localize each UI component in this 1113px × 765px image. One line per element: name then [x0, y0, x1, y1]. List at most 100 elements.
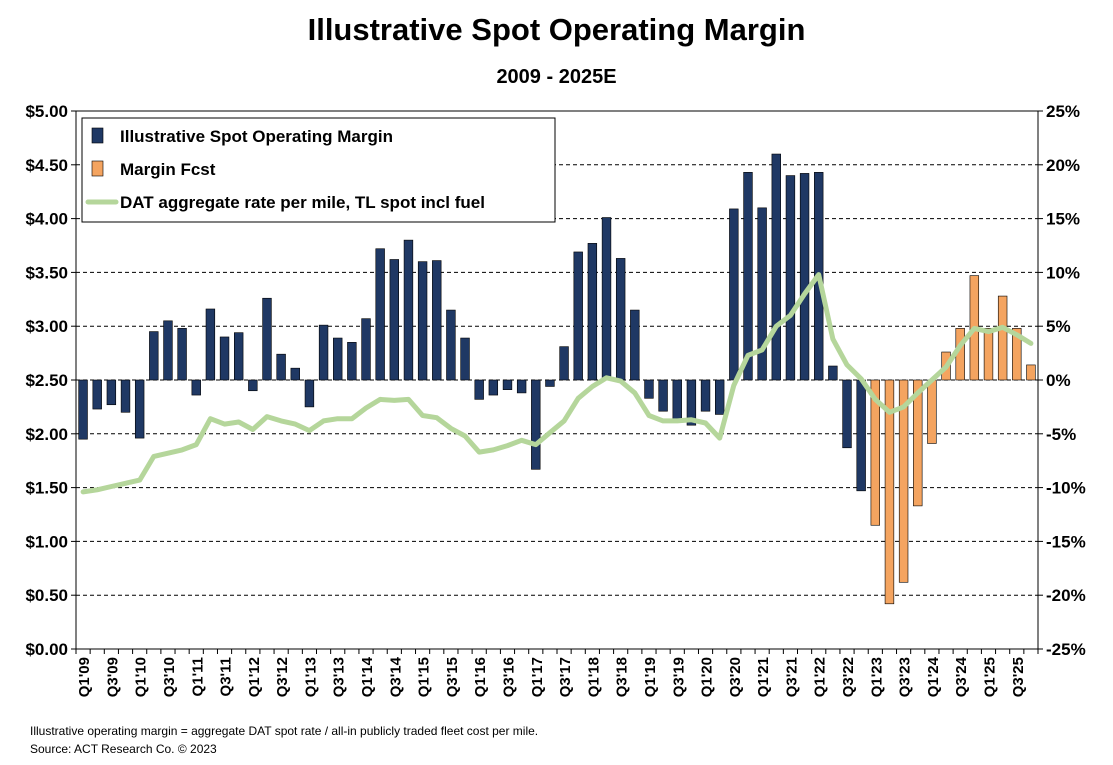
left-axis-label: $4.00: [25, 210, 68, 229]
margin-bar: [191, 379, 201, 396]
x-axis-label: Q3'22: [840, 657, 857, 697]
right-axis-label: -20%: [1046, 586, 1086, 605]
forecast-bar: [983, 328, 994, 381]
margin-bar: [134, 379, 145, 439]
margin-bar: [828, 365, 838, 381]
margin-bar: [488, 379, 499, 396]
margin-bar: [276, 353, 286, 381]
chart-title: Illustrative Spot Operating Margin: [307, 12, 806, 47]
margin-bar: [389, 259, 399, 381]
left-axis-label: $2.00: [25, 425, 68, 444]
legend-label-dat: DAT aggregate rate per mile, TL spot inc…: [120, 193, 485, 212]
left-axis-label: $0.00: [25, 640, 68, 659]
x-axis-label: Q3'25: [1010, 657, 1027, 697]
forecast-bar: [870, 379, 880, 526]
margin-bar: [234, 332, 244, 381]
x-axis-label: Q3'09: [104, 657, 121, 697]
margin-bar: [615, 258, 626, 381]
left-axis-label: $0.50: [25, 586, 68, 605]
left-axis-label: $2.50: [25, 371, 68, 390]
margin-bar: [403, 239, 414, 381]
x-axis-label: Q1'15: [416, 657, 433, 697]
margin-bar: [304, 379, 315, 408]
margin-bar: [149, 331, 159, 381]
margin-bar: [318, 324, 329, 381]
x-axis-label: Q1'17: [529, 657, 546, 697]
x-axis-label: Q1'22: [812, 657, 829, 697]
forecast-bar: [1026, 364, 1036, 381]
forecast-bar: [1012, 328, 1022, 381]
x-axis-label: Q1'20: [699, 657, 716, 697]
x-axis-label: Q1'21: [755, 657, 772, 697]
margin-bar: [163, 320, 173, 381]
right-axis-label: 0%: [1046, 371, 1071, 390]
margin-bar: [559, 346, 569, 381]
margin-bar: [375, 248, 385, 381]
margin-bar: [361, 318, 371, 381]
right-axis-label: 25%: [1046, 102, 1080, 121]
margin-bar: [729, 208, 739, 381]
x-axis-label: Q1'16: [472, 657, 489, 697]
margin-bar: [601, 217, 612, 381]
margin-bar: [686, 379, 697, 426]
x-axis-label: Q3'11: [218, 657, 235, 696]
right-axis-label: -5%: [1046, 425, 1076, 444]
x-axis-label: Q1'10: [133, 657, 150, 697]
bars-layer: [78, 153, 1036, 605]
forecast-bar: [927, 379, 937, 444]
right-axis-label: 15%: [1046, 210, 1080, 229]
margin-bar: [460, 337, 470, 381]
margin-bar: [715, 379, 725, 415]
margin-bar: [177, 328, 187, 381]
forecast-bar: [898, 379, 909, 583]
margin-bar: [120, 379, 131, 413]
chart-subtitle: 2009 - 2025E: [496, 66, 617, 88]
x-axis-label: Q3'17: [557, 657, 574, 697]
x-axis-label: Q1'09: [76, 657, 93, 697]
margin-bar: [630, 309, 640, 381]
legend-swatch-forecast: [91, 160, 104, 177]
x-axis-label: Q1'13: [302, 657, 319, 697]
x-axis-label: Q3'10: [161, 657, 178, 697]
margin-bar: [856, 379, 866, 492]
margin-bar: [219, 336, 230, 381]
margin-bar: [587, 243, 598, 381]
x-axis-label: Q1'18: [585, 657, 602, 697]
margin-bar: [474, 379, 484, 400]
margin-bar: [92, 379, 102, 410]
x-axis-label: Q1'12: [246, 657, 263, 697]
right-axis-label: 10%: [1046, 263, 1080, 282]
margin-bar: [502, 379, 513, 390]
margin-bar: [205, 308, 216, 381]
x-axis-label: Q3'21: [783, 657, 800, 697]
right-axis-label: -25%: [1046, 640, 1086, 659]
x-axis-label: Q3'12: [274, 657, 291, 697]
margin-bar: [842, 379, 852, 449]
x-axis-label: Q3'16: [500, 657, 517, 697]
right-axis-label: 5%: [1046, 317, 1071, 336]
margin-bar: [262, 297, 272, 381]
x-axis-label: Q3'13: [331, 657, 348, 697]
x-axis-label: Q3'15: [444, 657, 461, 697]
x-axis-label: Q1'24: [925, 656, 942, 697]
margin-bar: [757, 207, 767, 381]
right-axis-label: -10%: [1046, 479, 1086, 498]
right-axis-label: 20%: [1046, 156, 1080, 175]
x-axis-label: Q3'14: [387, 656, 404, 697]
margin-bar: [799, 173, 810, 381]
margin-bar: [417, 261, 428, 381]
forecast-bar: [884, 379, 895, 605]
axes-layer: $0.00 $0.50 $1.00 $1.50 $2.00 $2.50 $3.00 $3.50…: [25, 102, 1085, 697]
margin-bar: [573, 251, 583, 381]
x-axis-label: Q3'24: [953, 656, 970, 697]
margin-bar: [771, 153, 781, 381]
footnote-formula: Illustrative operating margin = aggregat…: [30, 724, 539, 738]
left-axis-label: $3.50: [25, 263, 68, 282]
x-axis-label: Q1'11: [189, 657, 206, 696]
margin-bar: [785, 175, 796, 381]
legend: Illustrative Spot Operating Margin Margin…: [81, 117, 556, 223]
legend-label-forecast: Margin Fcst: [120, 160, 216, 179]
margin-bar: [545, 379, 555, 387]
margin-bar: [644, 379, 654, 399]
margin-bar: [672, 379, 682, 423]
